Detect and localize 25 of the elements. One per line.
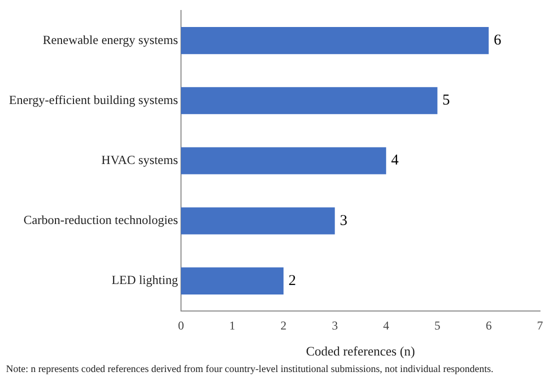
data-label: 5 xyxy=(442,92,450,109)
y-tick-label: LED lighting xyxy=(112,273,179,288)
bar xyxy=(180,87,438,114)
x-tick-label: 7 xyxy=(537,318,543,332)
x-tick-label: 5 xyxy=(434,318,440,332)
data-label: 4 xyxy=(391,152,400,169)
data-label: 2 xyxy=(288,272,296,289)
x-tick-label: 0 xyxy=(178,318,184,332)
x-tick-label: 6 xyxy=(486,318,492,332)
y-tick-label: Energy-efficient building systems xyxy=(9,92,178,107)
y-tick-label: Renewable energy systems xyxy=(42,32,178,47)
bar xyxy=(180,207,335,234)
x-axis-title: Coded references (n) xyxy=(306,344,415,359)
x-tick-label: 1 xyxy=(229,318,236,332)
bar xyxy=(180,267,284,294)
text: Note: n represents coded references derived from four country-level institutional submissions, not individual respondents. xyxy=(5,364,494,375)
x-tick-label: 3 xyxy=(332,318,338,332)
data-label: 6 xyxy=(494,32,502,48)
y-tick-label: HVAC systems xyxy=(101,153,178,168)
data-label: 3 xyxy=(340,212,348,229)
bar xyxy=(180,27,489,54)
bar xyxy=(180,147,386,174)
x-tick-label: 2 xyxy=(280,318,287,332)
x-tick-label: 4 xyxy=(383,318,390,332)
y-tick-label: Carbon-reduction technologies xyxy=(23,213,178,228)
